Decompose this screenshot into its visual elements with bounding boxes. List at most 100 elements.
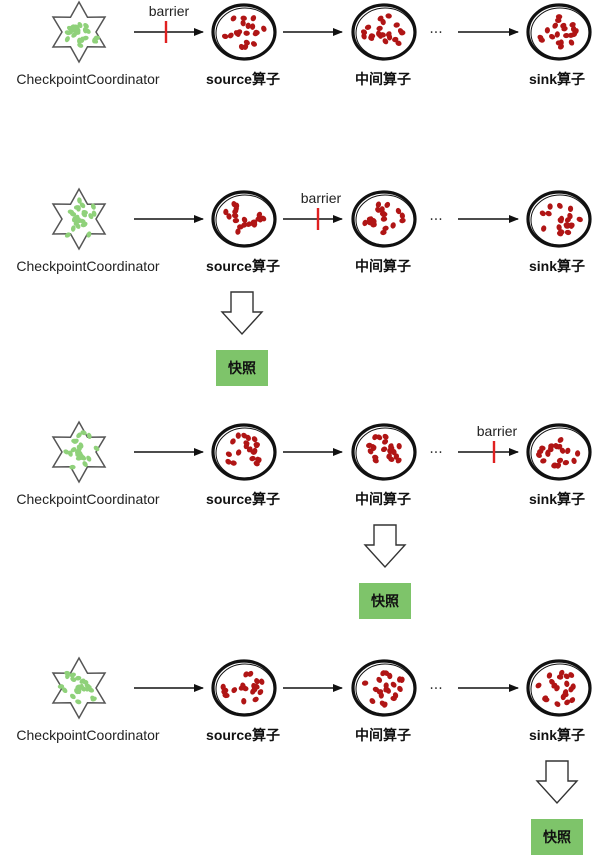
middle-operator-dot bbox=[375, 201, 382, 208]
sink-label: sink算子 bbox=[529, 491, 585, 507]
source-operator-dot bbox=[256, 211, 263, 218]
source-operator-dot bbox=[241, 222, 248, 228]
coordinator-dot bbox=[75, 699, 82, 705]
middle-operator-dot bbox=[381, 211, 388, 218]
sink-operator-dot bbox=[545, 449, 551, 456]
middle-operator-outline-inner bbox=[355, 194, 415, 246]
coordinator-dot bbox=[93, 445, 100, 452]
sink-operator bbox=[526, 659, 592, 717]
sink-operator-dot bbox=[568, 686, 574, 693]
source-operator-dot bbox=[231, 687, 238, 694]
coordinator-dot bbox=[70, 225, 76, 232]
middle-operator-dot bbox=[382, 38, 389, 45]
barrier-label: barrier bbox=[149, 3, 190, 19]
source-operator-dot bbox=[235, 449, 242, 456]
sink-operator-dot bbox=[561, 26, 568, 32]
sink-operator-dot bbox=[545, 210, 552, 217]
sink-operator-dot bbox=[562, 689, 569, 696]
source-operator-dot bbox=[250, 41, 257, 47]
coordinator-dot bbox=[74, 30, 81, 35]
source-operator-dot bbox=[251, 436, 258, 443]
middle-operator-dot bbox=[390, 681, 397, 688]
source-operator-dot bbox=[226, 213, 232, 220]
coordinator-dot bbox=[65, 672, 70, 680]
snapshot-label: 快照 bbox=[371, 593, 399, 610]
coordinator-dot bbox=[75, 222, 81, 229]
source-operator-dot bbox=[253, 460, 260, 467]
source-operator-dot bbox=[245, 22, 251, 30]
middle-operator-dot bbox=[361, 680, 369, 686]
middle-operator bbox=[351, 659, 417, 717]
coordinator-label: CheckpointCoordinator bbox=[16, 258, 160, 274]
sink-operator-dot bbox=[555, 462, 562, 469]
source-operator-outline-inner bbox=[215, 663, 275, 715]
source-operator-dot bbox=[232, 217, 240, 224]
source-operator-dot bbox=[253, 29, 260, 36]
source-label: source算子 bbox=[206, 727, 280, 743]
barrier-label: barrier bbox=[477, 423, 518, 439]
coordinator-dot bbox=[67, 29, 74, 35]
middle-operator-dot bbox=[387, 672, 393, 680]
coordinator-label: CheckpointCoordinator bbox=[16, 727, 160, 743]
coordinator-dot bbox=[80, 430, 87, 436]
sink-label: sink算子 bbox=[529, 727, 585, 743]
coordinator-dot bbox=[75, 448, 80, 456]
source-operator-dot bbox=[223, 208, 229, 216]
coordinator-dot bbox=[69, 672, 76, 678]
source-operator-outline-inner bbox=[215, 194, 275, 246]
sink-operator-dot bbox=[556, 674, 564, 680]
middle-operator-dot bbox=[379, 32, 386, 38]
down-arrow-icon bbox=[220, 291, 264, 336]
middle-operator-dot bbox=[397, 28, 404, 35]
barrier-label: barrier bbox=[301, 190, 342, 206]
source-operator-dot bbox=[240, 15, 247, 21]
sink-operator-dot bbox=[556, 443, 563, 450]
source-operator-dot bbox=[257, 689, 264, 696]
source-operator-dot bbox=[243, 442, 250, 450]
coordinator-dot bbox=[77, 197, 82, 204]
sink-operator-dot bbox=[555, 17, 562, 24]
sink-operator-dot bbox=[543, 697, 550, 703]
source-operator-dot bbox=[241, 216, 248, 223]
sink-operator bbox=[526, 3, 592, 61]
source-operator-dot bbox=[230, 438, 236, 445]
sink-operator-dot bbox=[546, 672, 553, 679]
source-operator-dot bbox=[241, 432, 248, 439]
source-operator bbox=[211, 423, 277, 481]
sink-operator bbox=[526, 423, 592, 481]
coordinator-dot bbox=[86, 432, 92, 440]
coordinator-dot bbox=[76, 432, 82, 439]
coordinator-dot bbox=[70, 693, 76, 700]
sink-operator-dot bbox=[558, 229, 565, 235]
middle-operator-dot bbox=[366, 216, 374, 222]
source-operator-dot bbox=[259, 678, 265, 685]
sink-operator-dot bbox=[539, 445, 546, 451]
source-operator-dot bbox=[235, 29, 242, 36]
coordinator-dot bbox=[88, 213, 94, 220]
middle-operator-dot bbox=[368, 35, 375, 41]
sink-operator-dot bbox=[565, 447, 571, 454]
snapshot-label: 快照 bbox=[228, 360, 256, 377]
sink-operator-dot bbox=[571, 457, 577, 465]
sink-operator-dot bbox=[554, 701, 561, 707]
sink-operator-outline-inner bbox=[530, 194, 590, 246]
sink-operator-dot bbox=[569, 22, 576, 28]
coordinator-dot bbox=[86, 231, 92, 238]
coordinator-dot bbox=[71, 438, 78, 444]
source-operator-dot bbox=[247, 670, 254, 677]
middle-operator bbox=[351, 3, 417, 61]
coordinator-dot bbox=[82, 461, 88, 467]
middle-label: 中间算子 bbox=[355, 727, 411, 743]
middle-operator-dot bbox=[369, 698, 376, 704]
sink-operator-dot bbox=[551, 682, 558, 689]
middle-operator-dot bbox=[370, 444, 377, 452]
coordinator-dot bbox=[74, 675, 82, 681]
stage-row: ··· CheckpointCoordinator source算子 中间算子 sink… bbox=[16, 187, 592, 386]
coordinator-dot bbox=[76, 687, 82, 695]
down-arrow-icon bbox=[363, 524, 407, 569]
source-operator-dot bbox=[252, 696, 259, 703]
down-arrow-icon bbox=[535, 760, 579, 805]
source-label: source算子 bbox=[206, 71, 280, 87]
middle-label: 中间算子 bbox=[355, 258, 411, 274]
